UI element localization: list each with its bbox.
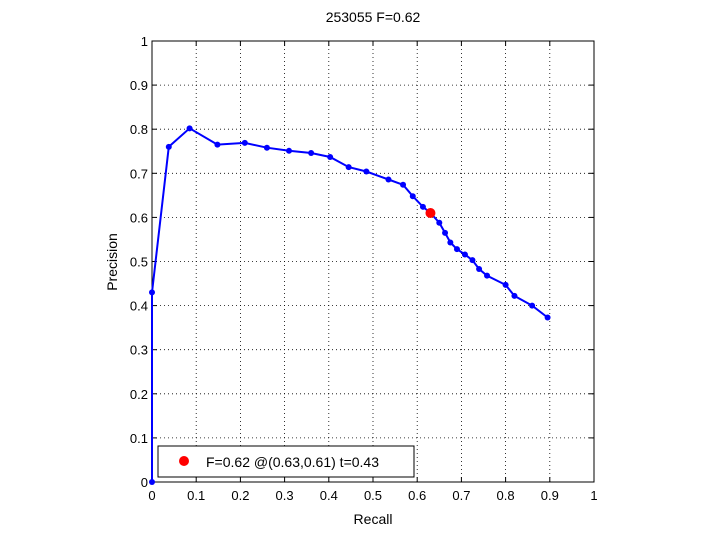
x-tick-label: 0.3 [276,488,294,503]
axis-ticks: 0 0.1 0.2 0.3 0.4 0.5 0.6 0.7 0.8 0.9 1 0 0.1 0.2 0.3 0… [130,34,598,503]
x-tick-label: 0.8 [497,488,515,503]
data-point [400,181,407,188]
x-tick-label: 0.9 [541,488,559,503]
legend-marker [179,456,189,466]
y-tick-label: 1 [141,34,148,49]
data-point [447,239,454,246]
y-tick-label: 0.7 [130,166,148,181]
data-point [363,168,370,175]
legend: F=0.62 @(0.63,0.61) t=0.43 [157,445,415,478]
x-tick-label: 0.6 [408,488,426,503]
x-tick-label: 0 [148,488,155,503]
series-line [151,127,549,482]
data-point [442,229,449,236]
data-point [511,292,518,299]
data-point [409,193,416,200]
data-point [149,289,155,296]
y-tick-label: 0.4 [130,299,148,314]
x-tick-label: 0.1 [187,488,205,503]
x-tick-label: 0.5 [364,488,382,503]
data-point [419,203,426,210]
y-tick-label: 0.1 [130,431,148,446]
data-point [484,272,491,279]
data-point [529,302,536,309]
series-layer [149,125,551,485]
y-axis-label: Precision [104,233,120,291]
chart-title: 253055 F=0.62 [326,9,421,25]
x-tick-label: 0.7 [452,488,470,503]
data-point [476,265,483,272]
y-tick-label: 0.6 [130,210,148,225]
legend-label: F=0.62 @(0.63,0.61) t=0.43 [206,454,379,470]
data-point [214,141,221,148]
data-point [436,219,443,226]
data-point [469,257,476,264]
y-tick-label: 0.2 [130,387,148,402]
data-point [502,281,509,288]
data-point [241,139,248,146]
data-point [263,144,270,151]
data-point [385,176,392,183]
x-axis-label: Recall [354,511,393,527]
x-tick-label: 1 [590,488,597,503]
best-f-point [425,207,436,218]
data-point [308,150,315,157]
grid [152,41,594,482]
data-point [544,314,551,321]
data-point [149,479,155,485]
data-point [327,153,334,160]
data-point [453,246,460,253]
x-tick-label: 0.2 [231,488,249,503]
y-tick-label: 0.9 [130,78,148,93]
data-point [165,143,172,150]
data-point [461,251,468,258]
data-point [345,164,352,171]
y-tick-label: 0.5 [130,255,148,270]
legend-box [157,445,415,478]
y-tick-label: 0 [141,475,148,490]
y-tick-label: 0.3 [130,343,148,358]
x-tick-label: 0.4 [320,488,338,503]
data-point [286,147,293,154]
data-point [186,125,193,132]
y-tick-label: 0.8 [130,122,148,137]
